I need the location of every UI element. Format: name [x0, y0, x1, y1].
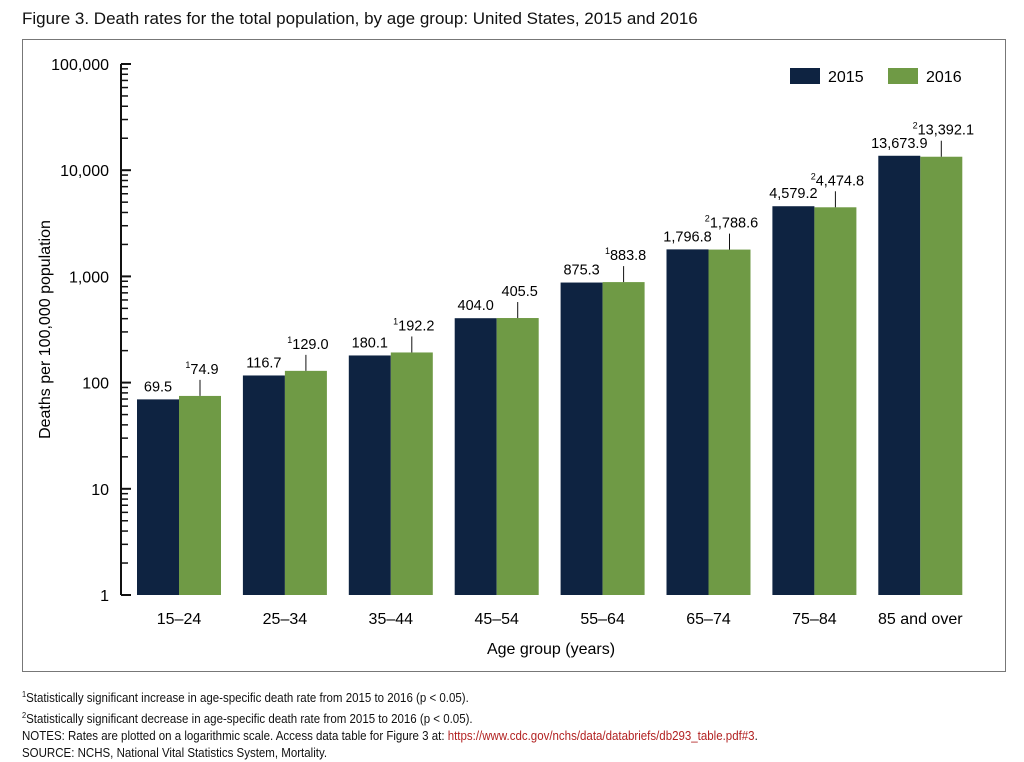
bar-2015 — [878, 155, 921, 595]
bar-2016 — [602, 282, 645, 595]
bar-2016 — [496, 318, 539, 595]
data-label: 404.0 — [458, 298, 494, 314]
bar-2015 — [560, 282, 603, 595]
y-tick-label: 100,000 — [51, 57, 109, 74]
x-tick-label: 55–64 — [580, 611, 625, 628]
bar-2015 — [348, 355, 391, 595]
x-tick-label: 45–54 — [474, 611, 519, 628]
footnote-1: 1Statistically significant increase in a… — [22, 690, 469, 706]
bar-2016 — [179, 395, 221, 595]
data-label: 1192.2 — [393, 316, 434, 334]
data-label: 213,392.1 — [913, 121, 974, 139]
bar-2015 — [772, 206, 815, 596]
chart-frame — [22, 39, 1006, 672]
data-label: 405.5 — [502, 284, 538, 300]
data-label: 69.5 — [144, 379, 172, 395]
source-line: SOURCE: NCHS, National Vital Statistics … — [22, 746, 328, 761]
data-label: 180.1 — [352, 335, 388, 351]
data-label: 1,796.8 — [663, 229, 711, 245]
x-axis-label: Age group (years) — [487, 641, 615, 658]
data-label: 4,579.2 — [769, 186, 817, 202]
footnotes: 1Statistically significant increase in a… — [22, 686, 758, 762]
y-tick-label: 100 — [82, 376, 109, 393]
legend-label: 2016 — [926, 69, 962, 86]
data-label: 875.3 — [563, 263, 599, 279]
y-tick-label: 10,000 — [60, 163, 109, 180]
x-tick-label: 35–44 — [369, 611, 414, 628]
chart-title: Figure 3. Death rates for the total popu… — [22, 9, 698, 28]
y-tick-label: 10 — [91, 482, 109, 499]
bar-2016 — [390, 352, 433, 595]
data-label: 13,673.9 — [871, 136, 927, 152]
notes-line: NOTES: Rates are plotted on a logarithmi… — [22, 729, 758, 744]
legend-label: 2015 — [828, 69, 864, 86]
x-tick-label: 85 and over — [878, 611, 963, 628]
data-label: 116.7 — [246, 355, 281, 371]
data-label: 24,474.8 — [811, 171, 864, 189]
bar-2015 — [454, 318, 497, 595]
data-label: 174.9 — [185, 360, 218, 378]
bar-2016 — [920, 156, 963, 595]
data-label: 21,788.6 — [705, 214, 758, 232]
data-label: 1129.0 — [287, 335, 328, 353]
y-tick-label: 1 — [100, 588, 109, 605]
x-tick-label: 65–74 — [686, 611, 731, 628]
bar-2016 — [814, 207, 857, 595]
legend-swatch-2016 — [888, 68, 918, 84]
x-tick-label: 15–24 — [157, 611, 202, 628]
y-axis-label: Deaths per 100,000 population — [37, 220, 54, 439]
bar-2015 — [137, 399, 179, 595]
bar-2015 — [242, 375, 285, 595]
data-table-link[interactable]: https://www.cdc.gov/nchs/data/databriefs… — [447, 729, 755, 744]
bar-2016 — [708, 249, 751, 595]
legend-swatch-2015 — [790, 68, 820, 84]
bar-2015 — [666, 249, 709, 595]
x-tick-label: 25–34 — [263, 611, 308, 628]
y-tick-label: 1,000 — [69, 269, 109, 286]
data-label: 1883.8 — [605, 246, 646, 264]
bar-2016 — [284, 370, 327, 595]
x-tick-label: 75–84 — [792, 611, 837, 628]
footnote-2: 2Statistically significant decrease in a… — [22, 711, 473, 727]
